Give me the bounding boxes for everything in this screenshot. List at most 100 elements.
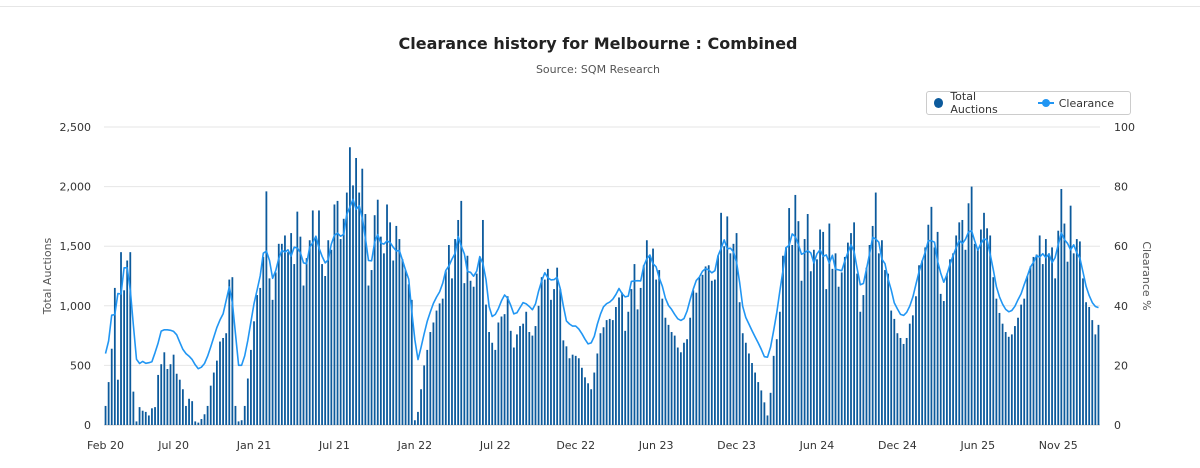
auction-bar [782, 255, 784, 425]
auction-bar [144, 411, 147, 425]
auction-bar [800, 280, 803, 425]
auction-bar [147, 415, 150, 425]
auction-bar [553, 289, 555, 425]
auction-bar [652, 248, 654, 425]
auction-bar [881, 240, 883, 425]
y2-tick-label: 100 [1114, 121, 1135, 134]
auction-bar [905, 337, 908, 425]
auction-bar [806, 214, 809, 425]
legend-item-clearance[interactable]: Clearance [1037, 97, 1114, 110]
auction-bar [361, 168, 364, 425]
auction-bar [562, 340, 565, 425]
auction-bar [423, 365, 426, 425]
auction-bar [930, 206, 933, 425]
auction-bar [559, 289, 562, 425]
auction-bar [902, 343, 905, 425]
auction-bar [918, 265, 920, 425]
auction-bar [370, 270, 373, 425]
auction-bar [491, 342, 494, 425]
auction-bar [253, 321, 255, 425]
auction-bar [596, 353, 599, 425]
auction-bar [627, 311, 630, 425]
auction-bar [135, 421, 138, 425]
auction-bar [939, 293, 942, 425]
auction-bar [250, 349, 252, 425]
auction-bar [1091, 320, 1094, 425]
auction-bar [308, 240, 311, 425]
auction-bar [812, 249, 815, 425]
auction-bar [1044, 239, 1047, 425]
auction-bar [389, 222, 392, 425]
auction-bar [581, 367, 583, 425]
y-tick-label: 1,000 [60, 300, 92, 313]
auction-bar [519, 326, 521, 425]
auction-bar [853, 222, 855, 425]
auction-bar [376, 199, 379, 425]
auction-bar [822, 231, 825, 425]
auction-bar [942, 301, 945, 425]
auction-bar [191, 401, 194, 425]
auction-bar [945, 273, 948, 425]
auction-bar [1048, 253, 1050, 425]
auction-bar [163, 352, 166, 425]
x-tick-label: Jan 21 [236, 439, 271, 452]
auction-bar [169, 364, 172, 425]
auction-bar [1085, 302, 1087, 425]
auction-bar [1035, 254, 1038, 425]
auction-bar [1094, 334, 1097, 425]
auction-bar [970, 186, 973, 425]
auction-bar [509, 330, 512, 425]
auction-bar [701, 274, 704, 425]
auction-bar [936, 231, 939, 425]
legend-item-total-auctions[interactable]: Total Auctions [934, 90, 1022, 116]
auction-bar [451, 278, 453, 425]
auction-bar [769, 392, 772, 425]
auction-bar [794, 194, 797, 425]
auction-bar [692, 290, 695, 425]
auction-bar [859, 311, 862, 425]
auction-bar [488, 332, 490, 425]
auction-bar [531, 335, 534, 425]
auction-bar [856, 273, 859, 425]
auction-bar [843, 256, 846, 425]
x-tick-label: Nov 25 [1039, 439, 1078, 452]
auction-bar [299, 236, 302, 425]
auction-bar [550, 299, 552, 425]
auction-bar [738, 302, 741, 425]
auction-bar [290, 233, 293, 425]
auction-bar [584, 377, 586, 425]
auction-bar [850, 233, 852, 425]
auction-bar [732, 243, 735, 425]
auction-bar [237, 421, 240, 425]
y-tick-label: 0 [84, 419, 91, 432]
auction-bar [1063, 223, 1066, 425]
auction-bar [608, 318, 611, 425]
auction-bar [649, 255, 651, 425]
auction-bar [621, 292, 623, 425]
auction-bar [952, 253, 954, 425]
auction-bar [862, 295, 865, 425]
auction-bar [1060, 188, 1063, 425]
auction-bar [206, 405, 209, 425]
auction-bar [417, 411, 419, 425]
auction-bar [1017, 317, 1019, 425]
auction-bar [352, 185, 354, 425]
chart-legend: Total Auctions Clearance [926, 90, 1131, 116]
auction-bar [485, 304, 487, 425]
auction-bar [834, 253, 837, 425]
auction-bar [469, 280, 472, 425]
auction-bar [441, 298, 444, 425]
auction-bar [788, 208, 791, 425]
auction-bar [287, 252, 289, 425]
auction-bar [478, 258, 481, 425]
x-tick-label: Jul 20 [157, 439, 189, 452]
auction-bar [840, 272, 843, 425]
auction-bar [967, 203, 970, 425]
auction-bar [868, 245, 871, 425]
auction-bar [246, 378, 249, 425]
auction-bar [543, 279, 546, 425]
auction-bar [336, 200, 339, 425]
top-divider [0, 6, 1200, 7]
auction-bar [893, 318, 896, 425]
auction-bar [642, 265, 645, 425]
